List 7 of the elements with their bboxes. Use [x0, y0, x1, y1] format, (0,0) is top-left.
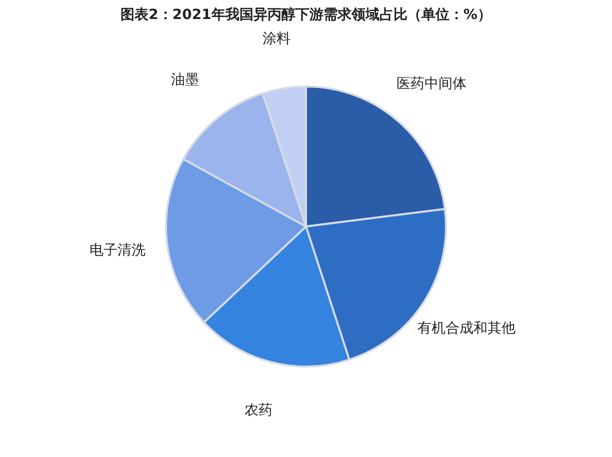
slice-label: 有机合成和其他 — [417, 320, 516, 336]
slice-label: 油墨 — [170, 72, 199, 88]
slice-label: 农药 — [244, 402, 273, 419]
slice-label: 电子清洗 — [90, 242, 146, 258]
slice-label: 涂料 — [262, 30, 290, 47]
chart-title: 图表2：2021年我国异丙醇下游需求领域占比（单位：%） — [120, 6, 492, 23]
slice-label: 医药中间体 — [396, 76, 467, 92]
